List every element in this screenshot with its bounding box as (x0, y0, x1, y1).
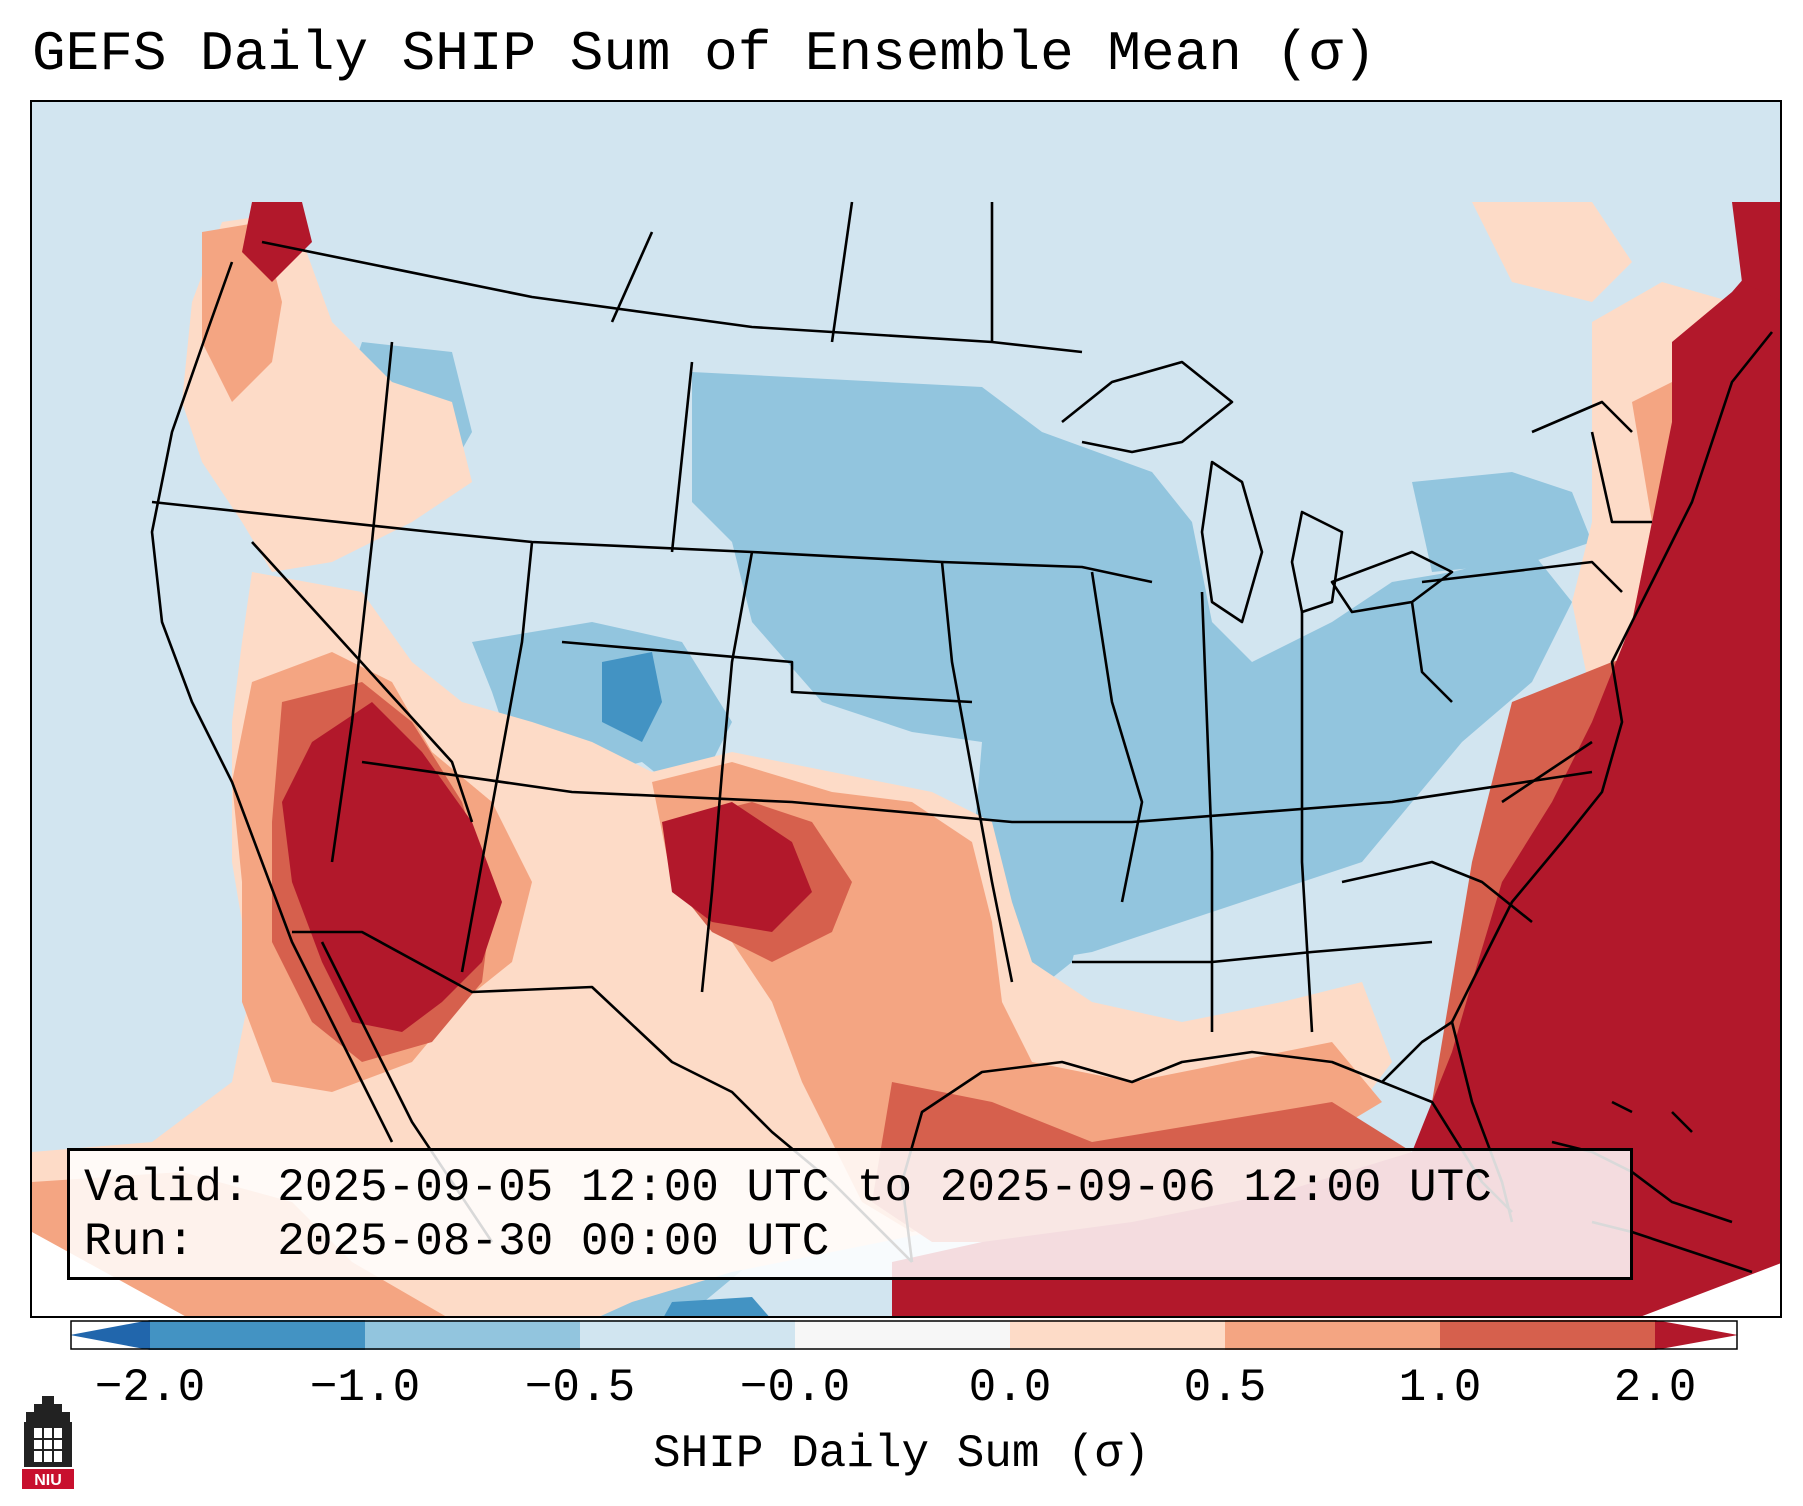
colorbar-tick: −0.0 (739, 1362, 851, 1414)
niu-logo: NIU (22, 1396, 74, 1489)
colorbar-bin (1440, 1320, 1655, 1350)
colorbar-tick: −0.5 (524, 1362, 636, 1414)
colorbar-bin (1010, 1320, 1225, 1350)
run-time-line: Run: 2025-08-30 00:00 UTC (84, 1216, 830, 1268)
niu-logo-text: NIU (34, 1472, 62, 1489)
boundary-lines (150, 201, 1774, 1263)
niu-logo-window-grid (34, 1428, 62, 1462)
colorbar-label: SHIP Daily Sum (σ) (653, 1428, 1150, 1480)
projection-corner-right (1642, 1263, 1780, 1316)
colorbar-tick: −1.0 (309, 1362, 421, 1414)
colorbar-bin (1225, 1320, 1440, 1350)
colorbar-bin (580, 1320, 795, 1350)
colorbar-tick: 0.0 (968, 1362, 1052, 1414)
colorbar-extend-low (70, 1320, 150, 1350)
colorbar (70, 1320, 1738, 1350)
colorbar-extend-high (1655, 1320, 1738, 1350)
validity-info-box: Valid: 2025-09-05 12:00 UTC to 2025-09-0… (67, 1148, 1633, 1280)
niu-logo-tower (26, 1396, 70, 1422)
colorbar-tick: 2.0 (1613, 1362, 1697, 1414)
colorbar-tick: 0.5 (1183, 1362, 1267, 1414)
niu-logo-window (34, 1428, 62, 1462)
colorbar-bin (365, 1320, 580, 1350)
map-panel (30, 100, 1782, 1318)
colorbar-outline (70, 1320, 1738, 1350)
colorbar-tick: 1.0 (1398, 1362, 1482, 1414)
colorbar-bin (150, 1320, 365, 1350)
valid-time-line: Valid: 2025-09-05 12:00 UTC to 2025-09-0… (84, 1162, 1492, 1214)
chart-title: GEFS Daily SHIP Sum of Ensemble Mean (σ) (32, 22, 1377, 86)
colorbar-tick: −2.0 (94, 1362, 206, 1414)
colorbar-bin (795, 1320, 1010, 1350)
niu-logo-band (22, 1469, 74, 1489)
anomaly-map (32, 102, 1780, 1316)
extreme-positive-layer (242, 202, 1780, 1316)
